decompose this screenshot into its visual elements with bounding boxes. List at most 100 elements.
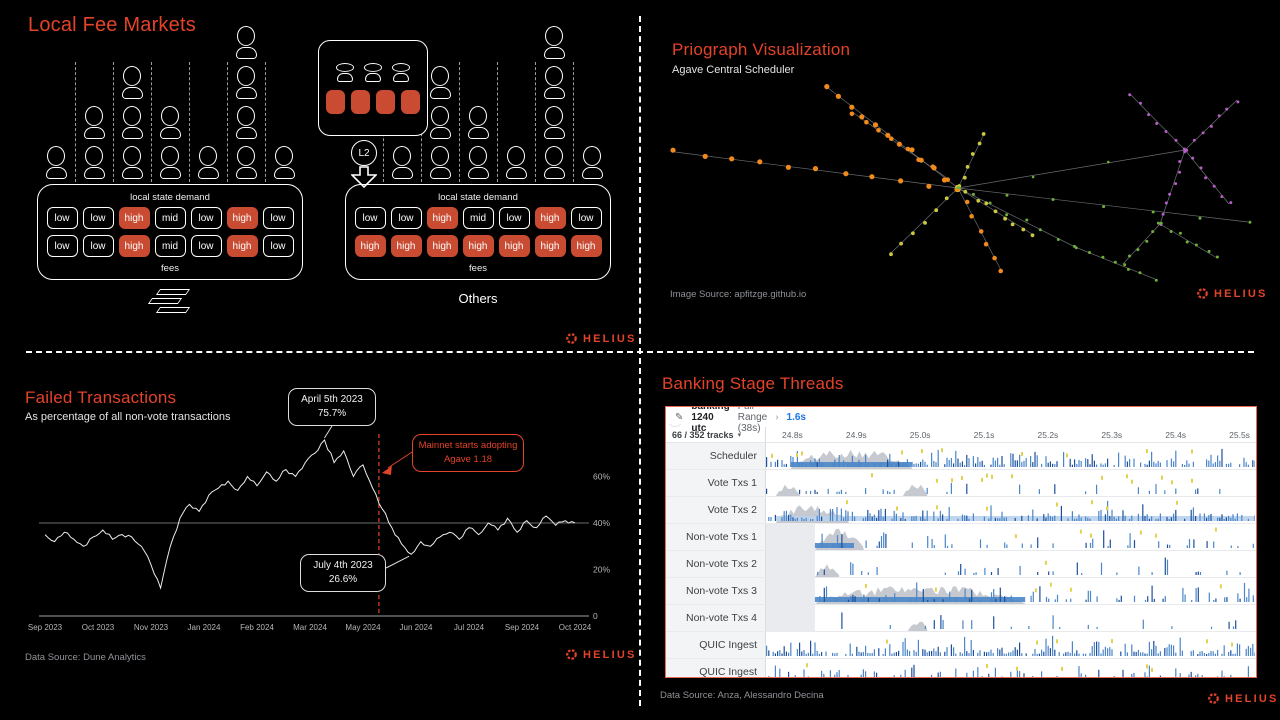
annotation-event: Mainnet starts adopting Agave 1.18 xyxy=(412,434,524,472)
track-timeline[interactable] xyxy=(766,470,1256,496)
fee-group-solana: local state demand low low high mid low high l… xyxy=(37,26,303,316)
section-title: Failed Transactions xyxy=(25,388,177,407)
track-list: Scheduler Vote Txs 1 Vote Txs 2 Non-vote Tx… xyxy=(666,443,1256,677)
person-head xyxy=(364,62,382,72)
track-row[interactable]: QUIC Ingest xyxy=(666,632,1256,659)
track-label: Vote Txs 1 xyxy=(666,470,766,496)
l2-badge: L2 xyxy=(351,140,377,166)
track-row[interactable]: Non-vote Txs 4 xyxy=(666,605,1256,632)
person-icon xyxy=(197,146,219,179)
fees-label: fees xyxy=(161,263,179,274)
fee-cell-low: low xyxy=(46,207,78,229)
annotation-trough: July 4th 2023 26.6% xyxy=(300,554,386,592)
track-timeline[interactable] xyxy=(766,524,1256,550)
person-body xyxy=(467,167,489,179)
track-timeline[interactable] xyxy=(766,632,1256,658)
track-timeline[interactable] xyxy=(766,497,1256,523)
helius-gear-icon xyxy=(1208,693,1219,704)
person-head xyxy=(199,146,217,166)
person-icon xyxy=(45,146,67,179)
person-body xyxy=(159,167,181,179)
fees-label: fees xyxy=(469,263,487,274)
data-source: Data Source: Dune Analytics xyxy=(25,652,146,663)
fee-cell-high: high xyxy=(390,235,422,257)
track-label: Non-vote Txs 1 xyxy=(666,524,766,550)
person-head xyxy=(545,106,563,126)
person-body xyxy=(543,47,565,59)
demand-column xyxy=(227,26,265,182)
l2-red-cell xyxy=(351,89,370,114)
person-body xyxy=(393,72,409,82)
person-head xyxy=(431,66,449,86)
person-body xyxy=(235,47,257,59)
selection-duration[interactable]: 1.6s xyxy=(786,411,806,423)
person-body xyxy=(83,127,105,139)
l2-red-cell xyxy=(401,89,420,114)
person-icon xyxy=(467,106,489,139)
full-range-label[interactable]: Full Range (38s) xyxy=(737,406,768,434)
svg-text:Mar 2024: Mar 2024 xyxy=(293,623,327,632)
person-head xyxy=(85,146,103,166)
quadrant-banking-stage: Banking Stage Threads ✎ banking 1240 utc… xyxy=(640,352,1280,720)
trace-viewer-panel: ✎ banking 1240 utc Full Range (38s) › 1.… xyxy=(665,406,1257,678)
track-timeline[interactable] xyxy=(766,578,1256,604)
track-row[interactable]: Vote Txs 2 xyxy=(666,497,1256,524)
track-row[interactable]: Non-vote Txs 3 xyxy=(666,578,1256,605)
person-icon xyxy=(121,66,143,99)
track-timeline[interactable] xyxy=(766,605,1256,631)
person-head xyxy=(431,106,449,126)
demand-column xyxy=(189,30,227,182)
person-head xyxy=(275,146,293,166)
person-icon xyxy=(159,106,181,139)
horizontal-divider xyxy=(26,351,1254,353)
track-row[interactable]: Vote Txs 1 xyxy=(666,470,1256,497)
person-icon xyxy=(391,146,413,179)
person-head xyxy=(507,146,525,166)
person-body xyxy=(365,72,381,82)
fee-cell-high: high xyxy=(118,235,150,257)
person-head xyxy=(47,146,65,166)
person-icon xyxy=(364,62,382,82)
person-head xyxy=(469,106,487,126)
ruler-row: 66 / 352 tracks ▾ 24.8s 24.9s 25.0s 25.1s 25… xyxy=(666,427,1256,443)
track-row[interactable]: Non-vote Txs 1 xyxy=(666,524,1256,551)
person-head xyxy=(393,146,411,166)
fee-cell-high: high xyxy=(534,235,566,257)
person-body xyxy=(235,127,257,139)
person-head xyxy=(123,66,141,86)
track-row[interactable]: QUIC Ingest xyxy=(666,659,1256,677)
person-head xyxy=(431,146,449,166)
image-source: Image Source: apfitzge.github.io xyxy=(670,289,807,300)
svg-text:Jul 2024: Jul 2024 xyxy=(454,623,485,632)
person-icon xyxy=(121,106,143,139)
vertical-divider xyxy=(639,16,641,706)
fee-cell-high: high xyxy=(354,235,386,257)
person-head xyxy=(583,146,601,166)
track-timeline[interactable] xyxy=(766,443,1256,469)
person-body xyxy=(543,127,565,139)
person-head xyxy=(161,146,179,166)
time-tick: 25.2s xyxy=(1037,429,1059,440)
person-icon xyxy=(392,62,410,82)
priograph-graph xyxy=(670,84,1252,282)
edit-icon[interactable]: ✎ xyxy=(675,411,684,423)
time-ruler[interactable]: 24.8s 24.9s 25.0s 25.1s 25.2s 25.3s 25.4s 25.5s xyxy=(766,427,1256,442)
fee-cell-high: high xyxy=(226,207,258,229)
person-icon xyxy=(83,146,105,179)
person-body xyxy=(45,167,67,179)
trace-toolbar: ✎ banking 1240 utc Full Range (38s) › 1.… xyxy=(666,407,806,434)
fee-cell-high: high xyxy=(498,235,530,257)
helius-logo: HELIUS xyxy=(565,332,637,345)
track-timeline[interactable] xyxy=(766,659,1256,677)
track-row[interactable]: Scheduler xyxy=(666,443,1256,470)
fee-cell-low: low xyxy=(46,235,78,257)
tracks-dropdown[interactable]: 66 / 352 tracks ▾ xyxy=(666,427,766,442)
l2-red-cells xyxy=(326,89,420,114)
person-body xyxy=(543,167,565,179)
fee-cell-row: low low high mid low high low xyxy=(46,235,294,257)
person-body xyxy=(543,87,565,99)
track-row[interactable]: Non-vote Txs 2 xyxy=(666,551,1256,578)
track-timeline[interactable] xyxy=(766,551,1256,577)
person-head xyxy=(545,146,563,166)
